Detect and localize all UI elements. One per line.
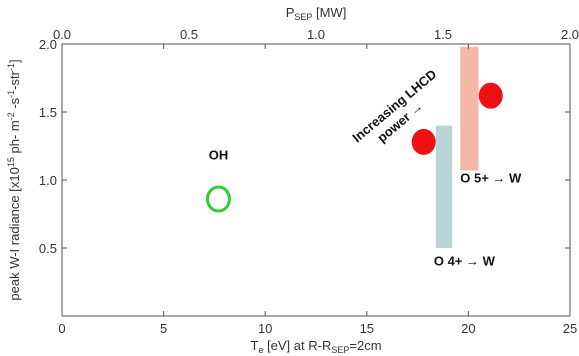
x2-tick-label: 0.0 — [53, 27, 71, 42]
top-axis-title: PSEP [MW] — [286, 5, 347, 22]
y-axis-title: peak W-I radiance [x1015 ph- m-2 -s-1-st… — [6, 59, 22, 300]
axis-ticks: 0 5 10 15 20 25 0.0 0.5 1.0 1.5 2.0 0.5 1.0 1.5 2.0 — [39, 27, 579, 336]
data-points — [205, 82, 503, 213]
y-tick-label: 1.5 — [39, 105, 57, 120]
data-point — [411, 128, 436, 155]
range-bar — [435, 125, 453, 248]
x-tick-label: 25 — [563, 321, 577, 336]
x-tick-label: 5 — [160, 321, 167, 336]
data-point — [205, 185, 231, 213]
y-tick-label: 0.5 — [39, 241, 57, 256]
x2-tick-label: 1.5 — [434, 27, 452, 42]
y-tick-label: 1.0 — [39, 173, 57, 188]
x-tick-label: 0 — [58, 321, 65, 336]
x2-tick-label: 1.0 — [307, 27, 325, 42]
x-axis-title: Te [eV] at R-RSEP=2cm — [250, 338, 381, 355]
annotation-o5: O 5+ → W — [460, 171, 522, 186]
x-tick-label: 15 — [360, 321, 374, 336]
x2-tick-label: 2.0 — [561, 27, 579, 42]
x-tick-label: 10 — [258, 321, 272, 336]
annotation-oh: OH — [209, 148, 229, 163]
x2-tick-label: 0.5 — [180, 27, 198, 42]
data-point — [478, 82, 503, 109]
range-bar — [460, 46, 479, 171]
y-tick-label: 2.0 — [39, 37, 57, 52]
annotation-o4: O 4+ → W — [434, 254, 496, 269]
x-tick-label: 20 — [461, 321, 475, 336]
range-bars — [435, 46, 479, 248]
